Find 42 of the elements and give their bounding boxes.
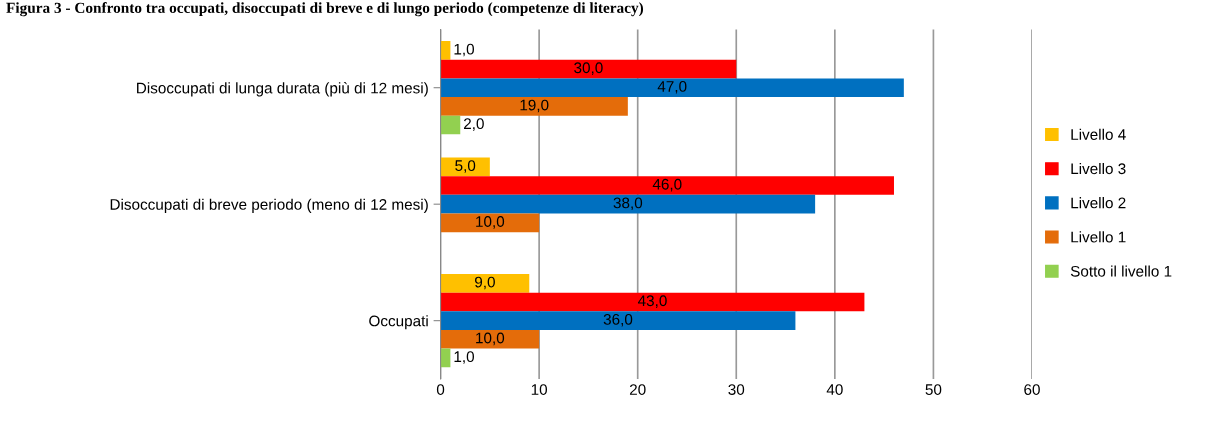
data-label: 38,0	[613, 197, 643, 211]
data-label: 1,0	[454, 351, 475, 364]
legend-label: Livello 2	[1071, 197, 1126, 209]
data-label: 2,0	[464, 118, 484, 131]
bar	[440, 274, 530, 293]
x-tick-label: 20	[629, 384, 646, 395]
data-label: 30,0	[574, 62, 603, 75]
x-tick-label: 0	[436, 384, 445, 395]
legend-label: Livello 1	[1071, 231, 1126, 243]
x-tick-label: 50	[925, 384, 942, 395]
data-label: 19,0	[520, 99, 549, 113]
data-label: 47,0	[657, 80, 687, 94]
y-tick-label: Disoccupati di lunga durata (più di 12 mesi)	[137, 82, 428, 97]
bar	[440, 194, 816, 214]
bar	[440, 176, 894, 195]
legend-label: Livello 3	[1071, 162, 1126, 175]
data-label: 36,0	[603, 313, 633, 327]
chart-title: Figura 3 - Confronto tra occupati, disoccupati di breve e di lungo periodo (competenze di literacy)	[6, 2, 644, 17]
bar	[440, 41, 451, 60]
x-tick-label: 40	[826, 384, 843, 395]
bar	[440, 311, 796, 330]
bar	[440, 115, 461, 135]
data-label: 10,0	[476, 216, 505, 229]
legend-label: Livello 4	[1071, 128, 1126, 140]
data-label: 46,0	[652, 178, 682, 192]
x-tick-label: 10	[531, 384, 548, 395]
bar	[440, 97, 628, 116]
data-label: 9,0	[475, 276, 495, 290]
x-tick-label: 60	[1024, 384, 1040, 395]
data-label: 43,0	[637, 295, 667, 308]
y-tick-label: Occupati	[369, 315, 428, 330]
bar	[440, 78, 904, 98]
bar	[440, 292, 865, 312]
y-tick-label: Disoccupati di breve periodo (meno di 12 mesi)	[110, 198, 428, 213]
legend-label: Sotto il livello 1	[1070, 265, 1172, 277]
data-label: 5,0	[455, 160, 476, 173]
bar	[440, 329, 540, 349]
bar	[440, 213, 540, 233]
data-label: 10,0	[476, 332, 505, 346]
x-tick-label: 30	[728, 384, 745, 395]
bar	[440, 59, 737, 79]
data-label: 1,0	[454, 43, 475, 57]
